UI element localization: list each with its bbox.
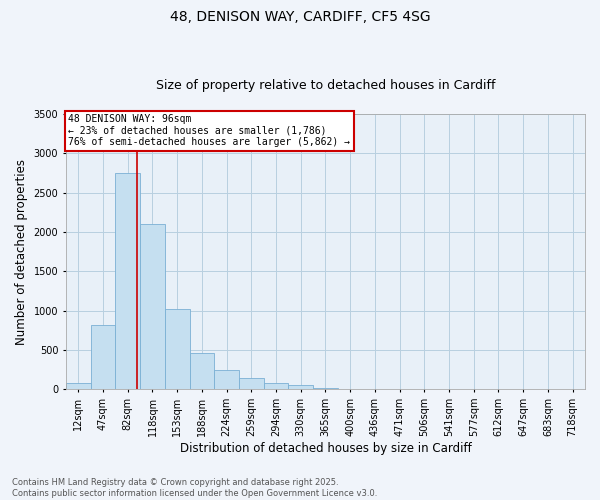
Bar: [190, 353, 214, 390]
Bar: [140, 224, 165, 390]
Bar: [165, 309, 190, 390]
Title: Size of property relative to detached houses in Cardiff: Size of property relative to detached ho…: [156, 79, 495, 92]
Bar: [289, 386, 313, 390]
Y-axis label: Number of detached properties: Number of detached properties: [15, 158, 28, 344]
Bar: [91, 325, 115, 390]
Bar: [313, 388, 338, 390]
Bar: [263, 384, 289, 390]
Bar: [239, 378, 263, 390]
Bar: [115, 173, 140, 390]
Text: 48, DENISON WAY, CARDIFF, CF5 4SG: 48, DENISON WAY, CARDIFF, CF5 4SG: [170, 10, 430, 24]
Text: Contains HM Land Registry data © Crown copyright and database right 2025.
Contai: Contains HM Land Registry data © Crown c…: [12, 478, 377, 498]
Bar: [66, 384, 91, 390]
X-axis label: Distribution of detached houses by size in Cardiff: Distribution of detached houses by size …: [179, 442, 472, 455]
Bar: [214, 370, 239, 390]
Text: 48 DENISON WAY: 96sqm
← 23% of detached houses are smaller (1,786)
76% of semi-d: 48 DENISON WAY: 96sqm ← 23% of detached …: [68, 114, 350, 147]
Bar: [338, 388, 362, 390]
